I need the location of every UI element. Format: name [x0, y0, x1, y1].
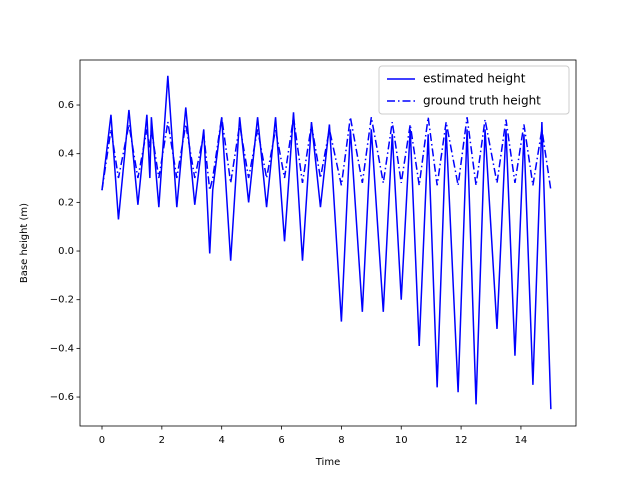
x-tick-label: 0 [99, 435, 105, 446]
y-tick-label: 0.2 [58, 197, 74, 208]
series-line [101, 75, 552, 410]
y-tick-label: −0.2 [50, 295, 74, 306]
y-tick-label: −0.6 [50, 392, 74, 403]
x-tick-label: 8 [338, 435, 344, 446]
series-line [101, 117, 552, 191]
x-tick-label: 2 [159, 435, 165, 446]
y-axis-label: Base height (m) [19, 203, 30, 283]
x-tick-label: 14 [515, 435, 528, 446]
legend-box [378, 65, 570, 115]
x-tick-label: 10 [395, 435, 408, 446]
y-tick-label: 0.6 [58, 100, 74, 111]
y-tick-label: 0.0 [58, 246, 74, 257]
y-tick-label: −0.4 [50, 343, 74, 354]
x-tick-label: 6 [278, 435, 284, 446]
y-tick-label: 0.4 [58, 149, 74, 160]
legend-label: ground truth height [423, 94, 541, 108]
x-tick-label: 12 [455, 435, 468, 446]
x-axis-label: Time [315, 457, 340, 468]
legend-label: estimated height [423, 72, 526, 86]
plot-frame [79, 59, 577, 427]
x-tick-label: 4 [219, 435, 225, 446]
